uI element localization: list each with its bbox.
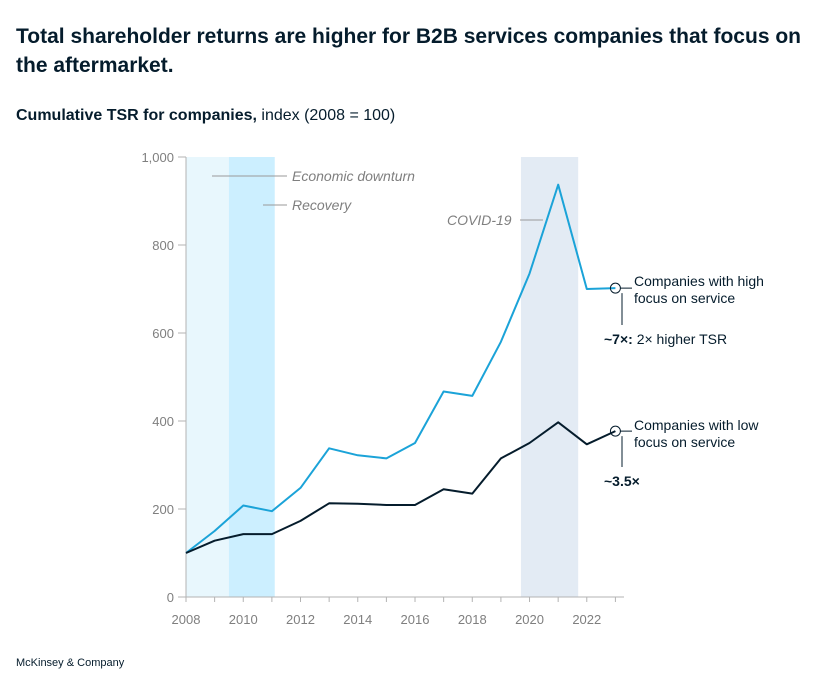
series-low-label-1: Companies with low xyxy=(634,417,759,433)
multiplier-high-rest: 2× higher TSR xyxy=(633,331,727,347)
subtitle-bold: Cumulative TSR for companies, xyxy=(16,107,257,124)
x-tick-label: 2022 xyxy=(572,612,601,627)
annotation-recovery: Recovery xyxy=(292,197,352,213)
multiplier-high-bold: ~7×: xyxy=(604,331,633,347)
chart-subtitle: Cumulative TSR for companies, index (200… xyxy=(16,107,395,125)
x-tick-label: 2020 xyxy=(515,612,544,627)
y-tick-label: 200 xyxy=(152,502,174,517)
x-tick-label: 2016 xyxy=(401,612,430,627)
multiplier-low: ~3.5× xyxy=(604,473,640,489)
band-economic-downturn xyxy=(186,157,229,597)
annotation-covid: COVID-19 xyxy=(447,212,512,228)
chart-title: Total shareholder returns are higher for… xyxy=(16,25,801,77)
series-high-label-1: Companies with high xyxy=(634,273,764,289)
subtitle-rest: index (2008 = 100) xyxy=(256,107,396,124)
x-tick-label: 2008 xyxy=(172,612,201,627)
series-low-line xyxy=(185,421,616,554)
x-tick-label: 2014 xyxy=(343,612,372,627)
series-low-end-marker xyxy=(609,425,621,437)
band-recovery xyxy=(228,157,275,597)
y-tick-label: 400 xyxy=(152,414,174,429)
y-tick-label: 0 xyxy=(167,590,174,605)
series-high-line xyxy=(185,183,616,554)
series-low-label-2: focus on service xyxy=(634,434,735,450)
y-tick-label: 1,000 xyxy=(141,150,174,165)
multiplier-high: ~7×: 2× higher TSR xyxy=(604,331,727,347)
x-tick-label: 2012 xyxy=(286,612,315,627)
band-covid-19 xyxy=(520,157,579,597)
footer-brand: McKinsey & Company xyxy=(16,657,125,669)
y-tick-label: 600 xyxy=(152,326,174,341)
series-high-label-2: focus on service xyxy=(634,290,735,306)
annotation-downturn: Economic downturn xyxy=(292,168,415,184)
x-tick-label: 2010 xyxy=(229,612,258,627)
x-tick-label: 2018 xyxy=(458,612,487,627)
y-tick-label: 800 xyxy=(152,238,174,253)
